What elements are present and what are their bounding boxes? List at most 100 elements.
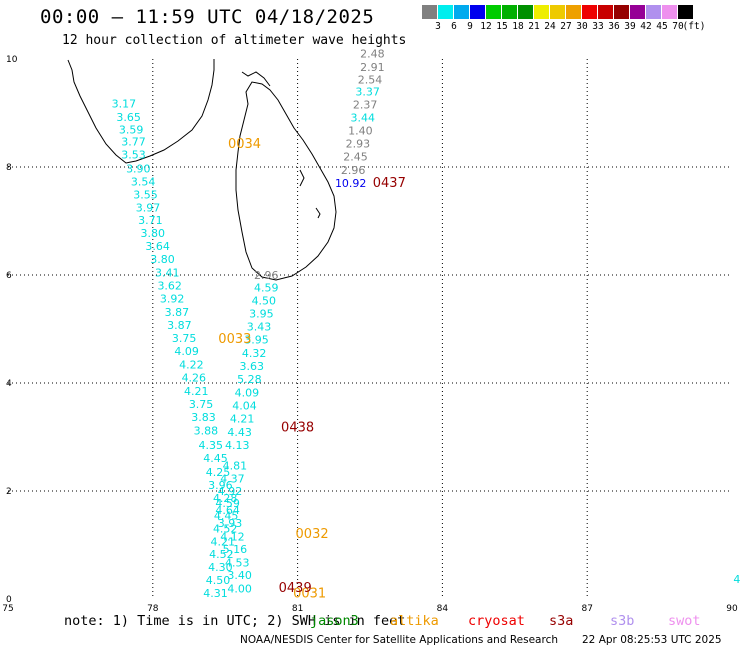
- wave-height-value: 3.77: [121, 135, 146, 148]
- legend-s3b: s3b: [610, 613, 635, 629]
- y-tick-label: 0: [6, 595, 12, 605]
- wave-height-value: 3.55: [133, 188, 158, 201]
- wave-height-value: 4.50: [252, 295, 277, 308]
- wave-height-value: 2.45: [343, 151, 368, 164]
- colorbar-swatch: [486, 5, 502, 19]
- colorbar-label: 33: [592, 21, 604, 32]
- units-note: note: 1) Time is in UTC; 2) SWH is in fe…: [64, 613, 406, 629]
- wave-height-value: 3.93: [218, 517, 243, 530]
- wave-height-value: 4.22: [179, 358, 204, 371]
- colorbar-swatch: [630, 5, 646, 19]
- colorbar-label: 18: [512, 21, 524, 32]
- wave-height-value: 4.81: [223, 459, 248, 472]
- y-tick-label: 6: [6, 271, 12, 281]
- y-tick-label: 4: [6, 379, 12, 389]
- colorbar-swatch: [550, 5, 566, 19]
- colorbar-swatch: [566, 5, 582, 19]
- wave-height-value: 3.92: [160, 293, 185, 306]
- colorbar-label: 36: [608, 21, 620, 32]
- pass-time-label: 0437: [373, 176, 406, 191]
- wave-height-value: 5.28: [237, 373, 262, 386]
- wave-height-value: 1.40: [348, 125, 373, 138]
- wave-height-value: 2.54: [358, 73, 383, 86]
- wave-height-value: 3.88: [194, 424, 219, 437]
- wave-height-value: 4.52: [213, 523, 238, 536]
- wave-height-value: 4.92: [218, 485, 243, 498]
- india-coastline: [67, 59, 215, 164]
- wave-height-value: 2.91: [360, 61, 385, 74]
- legend-swot: swot: [668, 613, 701, 629]
- map-subtitle: 12 hour collection of altimeter wave hei…: [62, 33, 407, 48]
- y-tick-label: 2: [6, 487, 12, 497]
- wave-height-value: 4.04: [232, 399, 257, 412]
- wave-height-value: 5.16: [223, 543, 248, 556]
- colorbar-label: 6: [451, 21, 457, 32]
- wave-height-value: 3.95: [244, 334, 269, 347]
- x-tick-label: 84: [437, 604, 449, 614]
- wave-height-value: 4.52: [209, 548, 234, 561]
- y-tick-label: 8: [6, 163, 12, 173]
- colorbar-swatch: [470, 5, 486, 19]
- wave-height-value: 3.17: [112, 98, 137, 111]
- colorbar-label: 12: [480, 21, 492, 32]
- wave-height-value: 4.12: [220, 531, 245, 544]
- wave-height-value: 4.21: [184, 385, 209, 398]
- wave-height-value: 3.64: [145, 240, 170, 253]
- colorbar-label: 3: [435, 21, 441, 32]
- pass-time-label: 0034: [228, 137, 261, 152]
- pass-time-label: 0032: [296, 527, 329, 542]
- wave-height-value: 3.54: [131, 175, 156, 188]
- wave-height-value: 4.37: [220, 472, 245, 485]
- colorbar-swatch: [534, 5, 550, 19]
- wave-height-value: 2.96: [254, 269, 279, 282]
- map-title: 00:00 – 11:59 UTC 04/18/2025: [40, 6, 375, 28]
- wave-height-value: 4.26: [182, 371, 207, 384]
- wave-height-value: 2.93: [346, 138, 371, 151]
- wave-height-value: 4.45: [203, 452, 228, 465]
- x-tick-label: 78: [147, 604, 159, 614]
- legend-altika: altika: [390, 613, 439, 629]
- wave-height-value: 3.75: [189, 398, 214, 411]
- colorbar-swatch: [646, 5, 662, 19]
- colorbar-swatch: [662, 5, 678, 19]
- wave-height-value: 3.40: [227, 569, 252, 582]
- wave-height-value: 2.37: [353, 99, 378, 112]
- colorbar-swatch: [614, 5, 630, 19]
- x-tick-label: 81: [292, 604, 303, 614]
- wave-height-value: 4.00: [227, 583, 252, 596]
- pass-time-label: 0439: [279, 581, 312, 596]
- wave-height-value: 3.41: [155, 267, 180, 280]
- wave-height-value: 4.21: [230, 412, 255, 425]
- wave-height-value: 3.37: [355, 86, 380, 99]
- pass-time-label: 0438: [281, 421, 314, 436]
- colorbar-swatch: [598, 5, 614, 19]
- wave-height-value: 3.80: [141, 227, 166, 240]
- colorbar-swatch: [502, 5, 518, 19]
- wave-height-value: 3.80: [150, 253, 175, 266]
- x-tick-label: 90: [726, 604, 738, 614]
- colorbar-label: 24: [544, 21, 556, 32]
- generated-timestamp: 22 Apr 08:25:53 UTC 2025: [582, 634, 722, 646]
- colorbar-swatch: [678, 5, 694, 19]
- x-tick-label: 87: [581, 604, 592, 614]
- wave-height-value: 4.50: [206, 574, 231, 587]
- wave-height-value: 3.62: [157, 280, 182, 293]
- wave-height-value: 3.90: [126, 162, 151, 175]
- wave-height-value: 4.64: [215, 504, 240, 517]
- legend-s3a: s3a: [549, 613, 574, 629]
- wave-height-value: 3.65: [116, 111, 141, 124]
- colorbar-label: 27: [560, 21, 572, 32]
- wave-height-value: 2.48: [360, 47, 385, 60]
- colorbar-swatch: [518, 5, 534, 19]
- wave-height-value: 4.32: [242, 347, 267, 360]
- lagoon-coastline: [299, 169, 305, 187]
- wave-height-value: 3.83: [191, 411, 216, 424]
- colorbar-swatch: [422, 5, 438, 19]
- wave-height-value: 2.96: [341, 164, 366, 177]
- wave-height-value: 3.71: [138, 214, 163, 227]
- wave-height-value: 3.97: [136, 201, 161, 214]
- colorbar-label: 42: [640, 21, 652, 32]
- wave-height-value: 4: [733, 573, 740, 586]
